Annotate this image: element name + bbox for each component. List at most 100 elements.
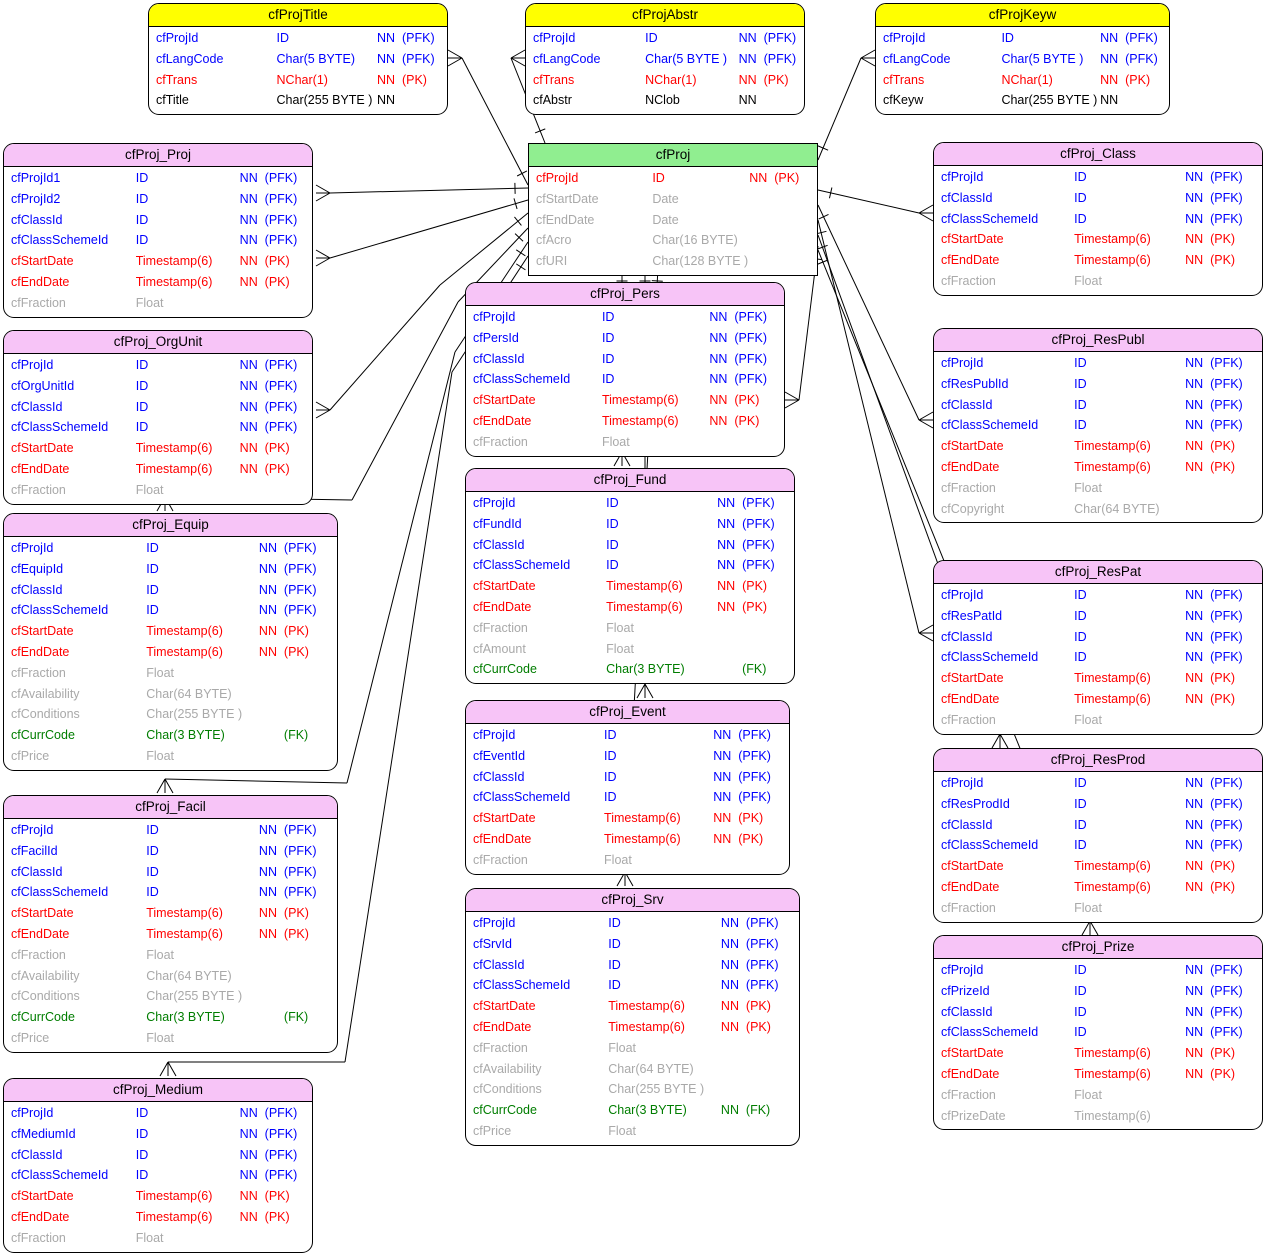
field-type: ID	[608, 957, 621, 972]
field-constraint: NN (PFK)	[1185, 983, 1243, 998]
field-constraint: NN (PFK)	[239, 171, 298, 185]
field-row: cfPersId ID NN (PFK)	[466, 328, 784, 349]
table-cfProj_Proj[interactable]: cfProj_Proj cfProjId1 ID NN (PFK) cfProjId2 ID…	[3, 143, 313, 318]
table-fields: cfProjId ID NN (PFK) cfEquipId ID NN (PFK) cfCla…	[4, 537, 337, 770]
field-row: cfFraction Float	[466, 850, 789, 871]
field-constraint: NN	[376, 93, 396, 108]
table-title: cfProj_ResProd	[934, 749, 1262, 772]
field-row: cfAmount Float	[466, 639, 794, 660]
field-row: cfPrizeId ID NN (PFK)	[934, 981, 1262, 1002]
table-cfProj_ResPat[interactable]: cfProj_ResPat cfProjId ID NN (PFK) cfResPatId…	[933, 560, 1263, 735]
field-constraint: NN (PFK)	[239, 212, 298, 227]
relationship-cfProj-cfProj_Proj-cfProjId2	[315, 198, 529, 267]
table-title: cfProj_ResPat	[934, 561, 1262, 584]
field-name: cfProjId	[11, 1106, 54, 1120]
field-constraint	[259, 663, 333, 684]
field-row: cfProjId ID NN (PFK)	[934, 773, 1262, 794]
field-name: cfEndDate	[941, 1066, 1000, 1081]
field-name: cfLangCode	[533, 51, 601, 66]
field-constraint: (FK)	[742, 662, 767, 677]
field-row: cfStartDate Timestamp(6) NN (PK)	[4, 903, 337, 924]
field-constraint: NN (PFK)	[709, 330, 768, 345]
field-type: Char(16 BYTE)	[652, 233, 738, 248]
table-cfProj_OrgUnit[interactable]: cfProj_OrgUnit cfProjId ID NN (PFK) cfOrgUnit…	[3, 330, 313, 505]
field-row: cfStartDate Date	[529, 189, 817, 210]
field-type: Char(255 BYTE )	[146, 707, 243, 722]
field-name: cfPrice	[11, 1030, 50, 1045]
field-type: Timestamp(6)	[135, 1209, 213, 1224]
table-cfProj_Srv[interactable]: cfProj_Srv cfProjId ID NN (PFK) cfSrvId ID NN (P…	[465, 888, 800, 1146]
table-title: cfProj_Pers	[466, 283, 784, 306]
table-cfProj_Event[interactable]: cfProj_Event cfProjId ID NN (PFK) cfEventId ID…	[465, 700, 790, 875]
field-constraint: NN (PK)	[709, 413, 760, 428]
table-cfProj_ResPubl[interactable]: cfProj_ResPubl cfProjId ID NN (PFK) cfResPubl…	[933, 328, 1263, 524]
field-name: cfClassId	[941, 190, 993, 205]
field-type: ID	[1074, 588, 1087, 602]
field-row: cfProjId ID NN (PFK)	[4, 820, 337, 841]
field-constraint: NN (PFK)	[738, 51, 797, 66]
field-type: ID	[146, 864, 159, 879]
field-constraint: NN (PK)	[717, 579, 768, 594]
field-constraint: NN (PFK)	[717, 537, 775, 552]
field-name: cfStartDate	[473, 999, 536, 1014]
table-title: cfProj_Proj	[4, 144, 312, 167]
table-cfProj_Prize[interactable]: cfProj_Prize cfProjId ID NN (PFK) cfPrizeId ID…	[933, 935, 1263, 1131]
table-cfProj_Facil[interactable]: cfProj_Facil cfProjId ID NN (PFK) cfFacilId ID…	[3, 795, 338, 1053]
field-row: cfResProdId ID NN (PFK)	[934, 794, 1262, 815]
field-row: cfProjId ID NN (PFK)	[876, 28, 1169, 49]
field-row: cfCurrCode Char(3 BYTE) (FK)	[466, 659, 794, 680]
field-type: Timestamp(6)	[1074, 459, 1151, 474]
field-constraint	[240, 480, 308, 501]
table-title: cfProj_Medium	[4, 1079, 312, 1102]
field-constraint: NN (PK)	[239, 441, 290, 456]
field-constraint: NN (PFK)	[709, 351, 768, 366]
field-constraint: NN (PFK)	[717, 516, 775, 531]
table-cfProjTitle[interactable]: cfProjTitle cfProjId ID NN (PFK) cfLangCode Ch…	[148, 3, 448, 116]
table-cfProjAbstr[interactable]: cfProjAbstr cfProjId ID NN (PFK) cfLangCode Ch…	[525, 3, 805, 116]
field-name: cfProjId	[533, 31, 576, 45]
relationship-cfProj-cfProj_ResPat	[815, 219, 934, 642]
field-type: ID	[606, 496, 619, 510]
field-constraint: NN (PK)	[749, 171, 800, 185]
table-fields: cfProjId ID NN (PFK) cfPersId ID NN (PFK) cfClas…	[466, 306, 784, 456]
field-type: Timestamp(6)	[1074, 1108, 1151, 1123]
field-name: cfClassId	[473, 957, 525, 972]
field-constraint: NN (PFK)	[376, 51, 435, 66]
field-name: cfStartDate	[11, 1189, 74, 1204]
field-name: cfCurrCode	[473, 1103, 537, 1118]
field-row: cfStartDate Timestamp(6) NN (PK)	[466, 390, 784, 411]
field-row: cfEndDate Timestamp(6) NN (PK)	[466, 411, 784, 432]
field-row: cfAbstr NClob NN	[526, 90, 804, 111]
table-cfProj_Fund[interactable]: cfProj_Fund cfProjId ID NN (PFK) cfFundId ID NN…	[465, 468, 795, 685]
field-type: ID	[276, 31, 290, 45]
field-constraint: (FK)	[283, 728, 309, 743]
field-type: Float	[601, 434, 630, 449]
field-name: cfClassSchemeId	[941, 838, 1039, 853]
field-name: cfKeyw	[883, 93, 924, 108]
field-type: Timestamp(6)	[135, 441, 213, 456]
field-row: cfFundId ID NN (PFK)	[466, 514, 794, 535]
table-cfProj_ResProd[interactable]: cfProj_ResProd cfProjId ID NN (PFK) cfResProd…	[933, 748, 1263, 923]
field-row: cfEndDate Timestamp(6) NN (PK)	[934, 689, 1262, 710]
field-constraint: NN (PFK)	[1185, 170, 1243, 184]
field-type: Char(3 BYTE)	[606, 662, 685, 677]
field-constraint	[259, 684, 333, 705]
field-type: Char(64 BYTE)	[1074, 501, 1160, 516]
table-cfProjKeyw[interactable]: cfProjKeyw cfProjId ID NN (PFK) cfLangCode Cha…	[875, 3, 1170, 116]
field-type: Char(255 BYTE )	[276, 93, 373, 108]
field-row: cfFraction Float	[934, 1085, 1262, 1106]
table-cfProj_Pers[interactable]: cfProj_Pers cfProjId ID NN (PFK) cfPersId ID NN…	[465, 282, 785, 457]
field-type: Timestamp(6)	[1074, 859, 1151, 874]
table-cfProj_Class[interactable]: cfProj_Class cfProjId ID NN (PFK) cfClassId ID…	[933, 142, 1263, 296]
field-constraint: NN (PK)	[239, 274, 290, 289]
field-type: ID	[608, 978, 621, 993]
field-constraint: NN (PFK)	[1185, 963, 1243, 977]
field-type: ID	[135, 1106, 149, 1120]
table-cfProj_Medium[interactable]: cfProj_Medium cfProjId ID NN (PFK) cfMediumId…	[3, 1078, 313, 1253]
field-name: cfClassId	[11, 1147, 63, 1162]
table-cfProj[interactable]: cfProj cfProjId ID NN (PK) cfStartDate Date cfE…	[528, 143, 818, 276]
field-type: ID	[1074, 796, 1087, 811]
field-constraint: NN (PFK)	[1185, 796, 1243, 811]
field-type: Char(128 BYTE )	[652, 254, 749, 269]
table-cfProj_Equip[interactable]: cfProj_Equip cfProjId ID NN (PFK) cfEquipId ID…	[3, 513, 338, 771]
